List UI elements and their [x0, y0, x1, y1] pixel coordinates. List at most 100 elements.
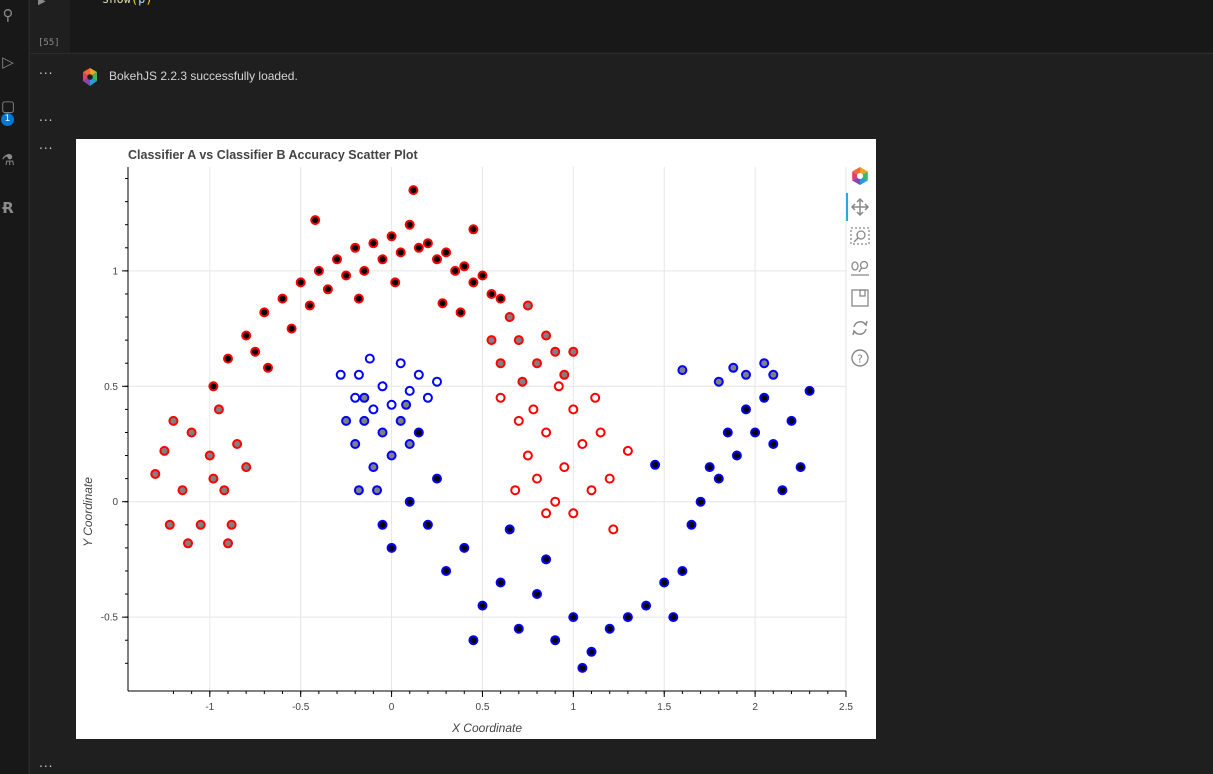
data-point — [495, 577, 506, 588]
data-point — [350, 392, 361, 403]
data-point — [313, 265, 324, 276]
data-point — [208, 381, 219, 392]
data-point — [404, 439, 415, 449]
data-point — [341, 415, 352, 426]
data-point — [232, 439, 243, 449]
data-point — [377, 254, 388, 265]
data-point — [437, 298, 448, 309]
data-point — [604, 623, 615, 634]
save-icon[interactable] — [851, 289, 869, 307]
data-point — [713, 473, 724, 484]
data-point — [777, 485, 788, 496]
data-point — [504, 312, 515, 322]
data-point — [183, 538, 193, 549]
y-tick-label: 0 — [112, 497, 118, 508]
data-point — [532, 358, 542, 369]
data-point — [150, 469, 161, 479]
data-point — [213, 404, 224, 415]
data-point — [168, 415, 179, 426]
data-point — [577, 662, 588, 673]
scatter-chart[interactable]: -1 -0.5 0 0.5 1 1.5 2 2.5 -0.5 0 0.5 1 Classifier A… — [76, 139, 876, 739]
wheel-zoom-icon[interactable] — [851, 260, 869, 276]
data-point — [277, 293, 288, 304]
data-point — [441, 247, 452, 258]
data-point — [223, 353, 233, 364]
data-point — [550, 496, 561, 507]
data-point — [368, 404, 379, 415]
data-point — [350, 242, 361, 253]
data-point — [517, 376, 528, 387]
data-point — [304, 300, 315, 311]
data-point — [532, 589, 542, 599]
data-point — [226, 519, 237, 530]
box-zoom-icon[interactable] — [850, 227, 870, 245]
data-point — [477, 270, 488, 281]
axes: -1 -0.5 0 0.5 1 1.5 2 2.5 -0.5 0 0.5 1 — [101, 167, 853, 713]
data-point — [659, 577, 670, 588]
code-cell-editor[interactable]: show(p) — [70, 0, 1213, 52]
data-point — [350, 439, 361, 449]
data-point — [541, 508, 552, 519]
testing-icon[interactable]: ⚗ — [1, 151, 15, 169]
bokeh-plot[interactable]: -1 -0.5 0 0.5 1 1.5 2 2.5 -0.5 0 0.5 1 Classifier A… — [76, 139, 876, 739]
data-point — [513, 335, 524, 346]
data-point — [432, 376, 442, 387]
data-point — [504, 524, 515, 535]
chart-title: Classifier A vs Classifier B Accuracy Sc… — [128, 148, 419, 162]
data-point — [413, 369, 424, 380]
data-point — [550, 635, 561, 646]
pan-icon[interactable] — [850, 197, 870, 217]
output-menu-ellipsis[interactable]: ... — [39, 63, 54, 77]
data-point — [422, 392, 433, 403]
data-point — [795, 462, 806, 473]
svg-text:?: ? — [857, 353, 863, 366]
data-point — [510, 485, 521, 496]
data-point — [713, 376, 724, 387]
data-point — [219, 485, 230, 496]
activity-bar: ⚲ ▷ ▢ 1 ⚗ Ɍ — [0, 0, 28, 774]
data-point — [568, 612, 579, 623]
data-point — [486, 289, 497, 299]
run-cell-icon[interactable]: ▶ — [38, 0, 46, 7]
code-line[interactable]: show(p) — [102, 0, 153, 6]
data-point — [390, 277, 401, 288]
grid-lines — [128, 167, 847, 691]
x-tick-label: 0.5 — [476, 702, 490, 713]
data-point — [804, 385, 815, 396]
output-menu-ellipsis-3[interactable]: ... — [39, 138, 54, 152]
help-icon[interactable]: ? — [851, 349, 869, 367]
extensions-icon[interactable]: ▢ — [0, 97, 16, 115]
data-point — [513, 623, 524, 634]
reset-icon[interactable] — [852, 320, 868, 336]
data-point — [364, 353, 375, 364]
notification-badge: 1 — [1, 113, 14, 126]
data-point — [359, 415, 370, 426]
data-point — [568, 346, 579, 357]
data-point — [377, 381, 388, 392]
data-point — [404, 219, 415, 230]
data-point — [590, 392, 601, 403]
x-tick-label: 0 — [389, 702, 395, 713]
data-point — [468, 635, 479, 646]
next-output-ellipsis[interactable]: ... — [39, 756, 54, 770]
data-point — [401, 399, 412, 410]
data-point — [422, 238, 433, 249]
run-debug-icon[interactable]: ▷ — [2, 53, 14, 71]
data-point — [622, 445, 633, 456]
bokeh-logo-icon[interactable] — [852, 167, 868, 185]
data-point — [359, 265, 370, 276]
data-point — [341, 270, 352, 281]
data-point — [295, 277, 306, 288]
data-point — [432, 473, 442, 484]
data-point — [241, 462, 252, 473]
data-point — [650, 459, 661, 470]
data-point — [741, 369, 751, 380]
r-language-icon[interactable]: Ɍ — [2, 199, 14, 217]
x-tick-label: 2 — [752, 702, 758, 713]
data-point — [408, 185, 419, 196]
data-point — [541, 427, 552, 438]
output-menu-ellipsis-2[interactable]: ... — [39, 110, 54, 124]
source-control-icon[interactable]: ⚲ — [2, 6, 14, 24]
data-point — [286, 323, 297, 334]
x-tick-label: -0.5 — [292, 702, 310, 713]
